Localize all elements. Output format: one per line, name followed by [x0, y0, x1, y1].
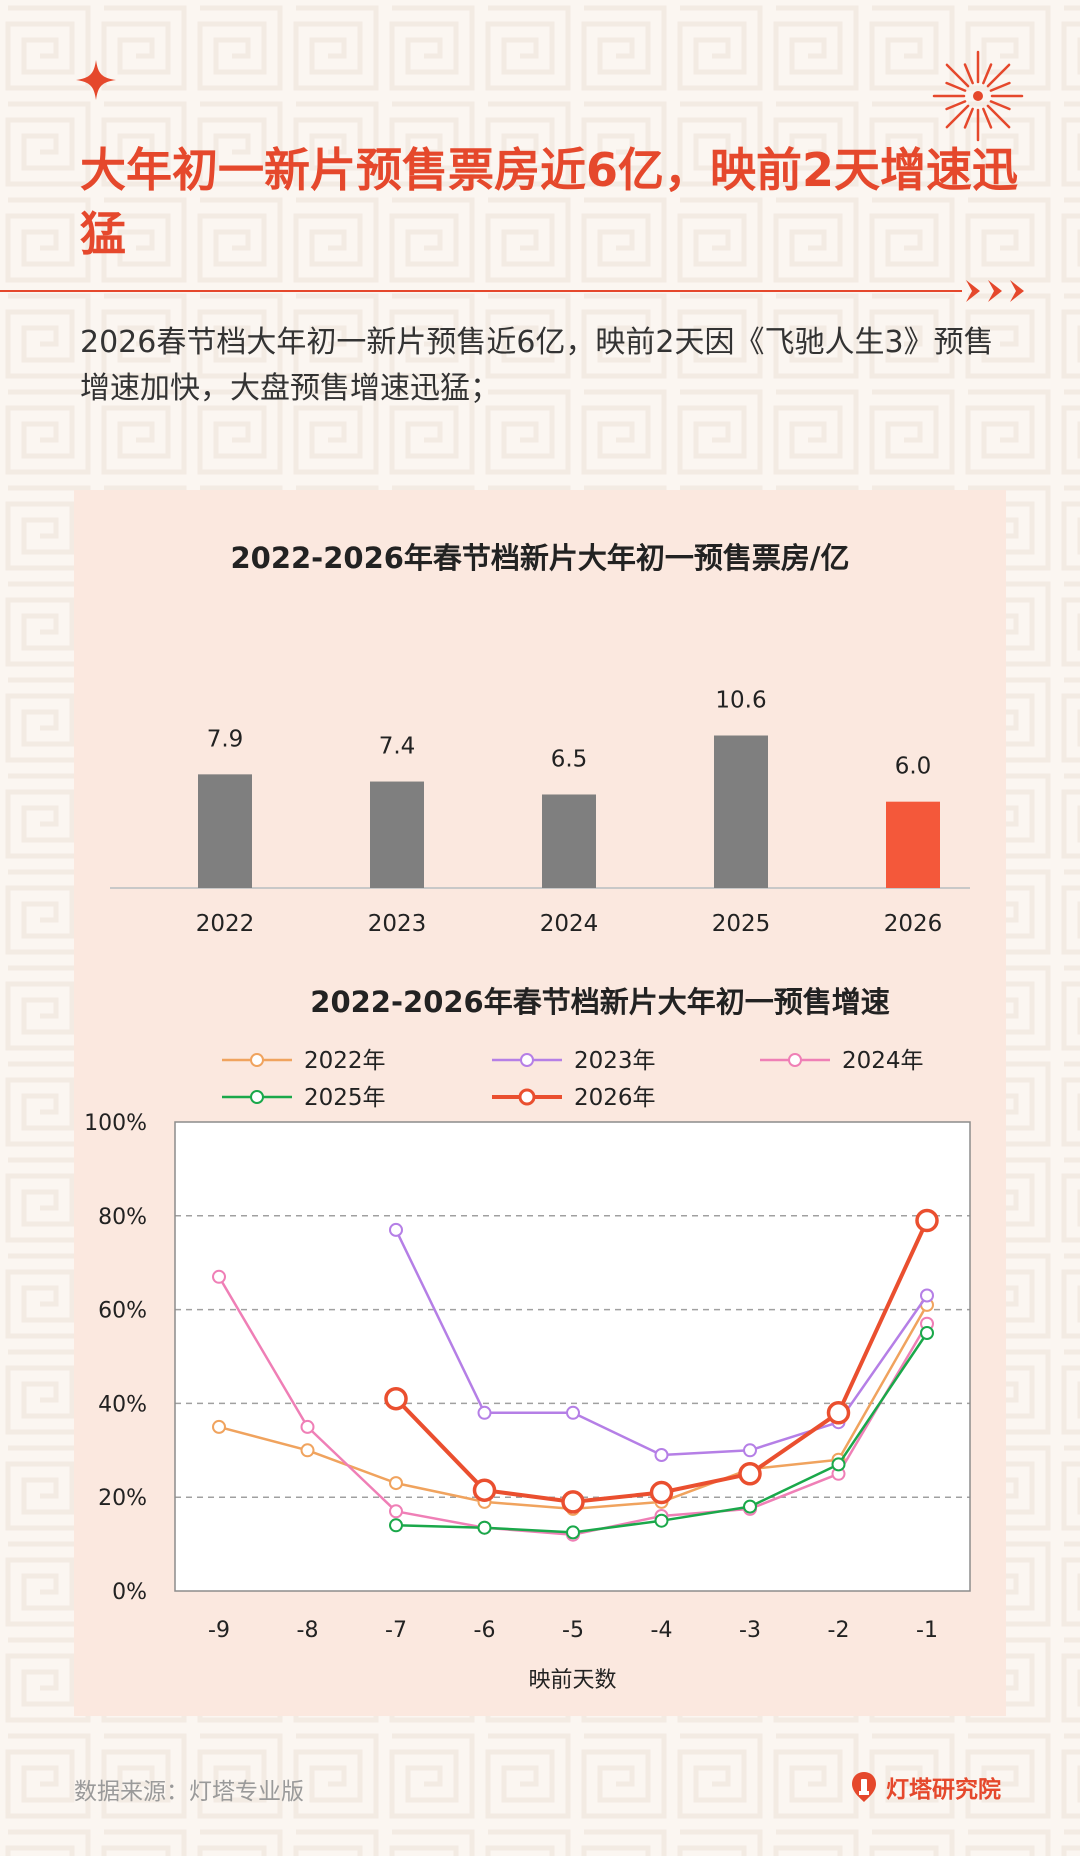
x-tick-label--8: -8 [297, 1618, 319, 1643]
firework-icon [932, 50, 1024, 142]
legend-marker-2024年 [788, 1053, 802, 1067]
title-divider [0, 290, 962, 292]
bar-value-label-2022: 7.9 [207, 726, 244, 752]
bar-2022 [198, 774, 252, 888]
lighthouse-icon [852, 1772, 876, 1802]
bar-category-label-2024: 2024 [540, 911, 599, 937]
point-2022年--8 [300, 1443, 315, 1458]
bar-2023 [370, 781, 424, 888]
legend-label-2024年: 2024年 [842, 1048, 924, 1074]
point-2026年--4 [649, 1480, 674, 1505]
line-chart-plot-area [175, 1122, 970, 1591]
data-source: 数据来源：灯塔专业版 [74, 1779, 304, 1805]
point-2025年--2 [831, 1457, 846, 1472]
point-2026年--6 [472, 1478, 497, 1502]
point-2026年--2 [826, 1401, 851, 1425]
bar-category-label-2022: 2022 [196, 911, 255, 937]
x-tick-label--9: -9 [208, 1618, 230, 1643]
x-tick-label--4: -4 [651, 1618, 673, 1643]
legend-label-2022年: 2022年 [304, 1048, 386, 1074]
point-2026年--5 [561, 1490, 585, 1514]
point-2022年--7 [389, 1476, 403, 1491]
bar-value-label-2023: 7.4 [379, 734, 416, 760]
bar-value-label-2025: 10.6 [715, 688, 766, 714]
triple-arrow-icon [966, 280, 1024, 302]
point-2023年--3 [743, 1443, 757, 1458]
x-tick-label--5: -5 [562, 1618, 584, 1643]
page-subtitle: 2026春节档大年初一新片预售近6亿，映前2天因《飞驰人生3》预售增速加快，大盘… [80, 325, 994, 406]
legend-marker-2026年 [518, 1088, 536, 1106]
bar-2025 [714, 735, 768, 888]
legend-label-2026年: 2026年 [574, 1085, 656, 1111]
page-title: 大年初一新片预售票房近6亿，映前2天增速迅猛 [80, 143, 1019, 261]
x-tick-label--7: -7 [385, 1618, 407, 1643]
point-2023年--1 [920, 1288, 934, 1303]
y-tick-label-80: 80% [98, 1205, 147, 1230]
legend-marker-2022年 [250, 1053, 264, 1067]
y-tick-label-0: 0% [112, 1580, 147, 1605]
bar-category-label-2023: 2023 [368, 911, 427, 937]
point-2025年--6 [477, 1520, 492, 1535]
legend-marker-2023年 [520, 1053, 534, 1067]
bar-2024 [542, 794, 596, 888]
brand-name: 灯塔研究院 [886, 1777, 1001, 1803]
legend-label-2025年: 2025年 [304, 1085, 386, 1111]
bar-chart-title: 2022-2026年春节档新片大年初一预售票房/亿 [230, 541, 849, 575]
point-2025年--3 [743, 1499, 757, 1514]
bar-category-label-2026: 2026 [884, 911, 943, 937]
point-2024年--8 [300, 1419, 315, 1434]
legend-label-2023年: 2023年 [574, 1048, 656, 1074]
y-tick-label-40: 40% [98, 1392, 147, 1417]
y-tick-label-20: 20% [98, 1486, 147, 1511]
line-chart-frame [174, 1121, 971, 1592]
point-2025年--4 [654, 1513, 669, 1528]
sparkle-icon [76, 60, 116, 100]
point-2024年--7 [389, 1504, 403, 1519]
point-2026年--1 [915, 1208, 939, 1233]
x-tick-label--2: -2 [828, 1618, 850, 1643]
point-2026年--7 [384, 1386, 408, 1411]
point-2022年--9 [212, 1419, 226, 1434]
point-2024年--9 [212, 1269, 226, 1284]
x-tick-label--1: -1 [916, 1618, 938, 1643]
legend-marker-2025年 [250, 1090, 264, 1104]
bar-value-label-2026: 6.0 [895, 754, 932, 780]
bar-2026 [886, 801, 940, 888]
x-tick-label--3: -3 [739, 1618, 761, 1643]
point-2023年--5 [566, 1405, 580, 1420]
line-chart-title: 2022-2026年春节档新片大年初一预售增速 [310, 985, 889, 1019]
point-2023年--4 [654, 1448, 669, 1462]
point-2025年--1 [920, 1326, 934, 1340]
point-2023年--7 [389, 1222, 403, 1237]
point-2025年--5 [566, 1525, 580, 1540]
x-tick-label--6: -6 [474, 1618, 496, 1643]
bar-value-label-2024: 6.5 [551, 746, 588, 772]
charts-canvas: 2022-2026年春节档新片大年初一预售票房/亿 7.9 2022 7.4 2023 6… [84, 541, 971, 1693]
chart-panel: 2022-2026年春节档新片大年初一预售票房/亿 7.9 2022 7.4 2023 6… [74, 490, 1006, 1716]
point-2023年--6 [477, 1405, 492, 1420]
y-tick-label-60: 60% [98, 1299, 147, 1324]
brand-logo: 灯塔研究院 [848, 1770, 1001, 1804]
point-2026年--3 [738, 1462, 762, 1486]
y-tick-label-100: 100% [84, 1111, 147, 1136]
point-2025年--7 [389, 1518, 403, 1533]
bar-category-label-2025: 2025 [712, 911, 771, 937]
x-axis-label: 映前天数 [528, 1668, 616, 1693]
